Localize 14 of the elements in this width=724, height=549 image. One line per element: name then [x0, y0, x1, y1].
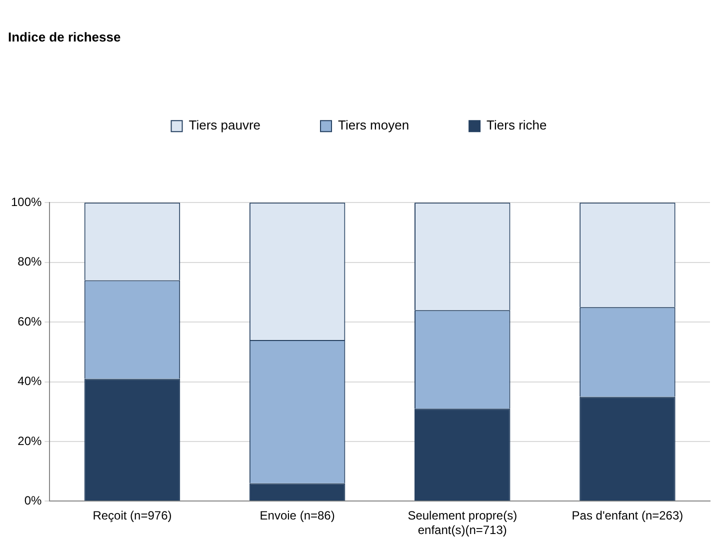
y-tick-label: 0%: [24, 494, 42, 508]
y-tick-label: 20%: [18, 434, 42, 448]
x-tick-label: Seulement propre(s) enfant(s)(n=713): [408, 508, 518, 538]
x-tick-label: Envoie (n=86): [260, 508, 335, 523]
y-tick-label: 40%: [18, 374, 42, 388]
legend-label: Tiers riche: [486, 118, 547, 133]
chart-title: Indice de richesse: [8, 29, 121, 44]
legend-label: Tiers moyen: [338, 118, 410, 133]
legend-label: Tiers pauvre: [188, 118, 261, 133]
x-tick-label: Reçoit (n=976): [92, 508, 172, 523]
y-tick-label: 80%: [18, 254, 42, 269]
x-tick-label: Pas d'enfant (n=263): [572, 508, 684, 523]
y-tick-label: 60%: [18, 314, 42, 328]
y-tick-label: 100%: [10, 194, 42, 209]
